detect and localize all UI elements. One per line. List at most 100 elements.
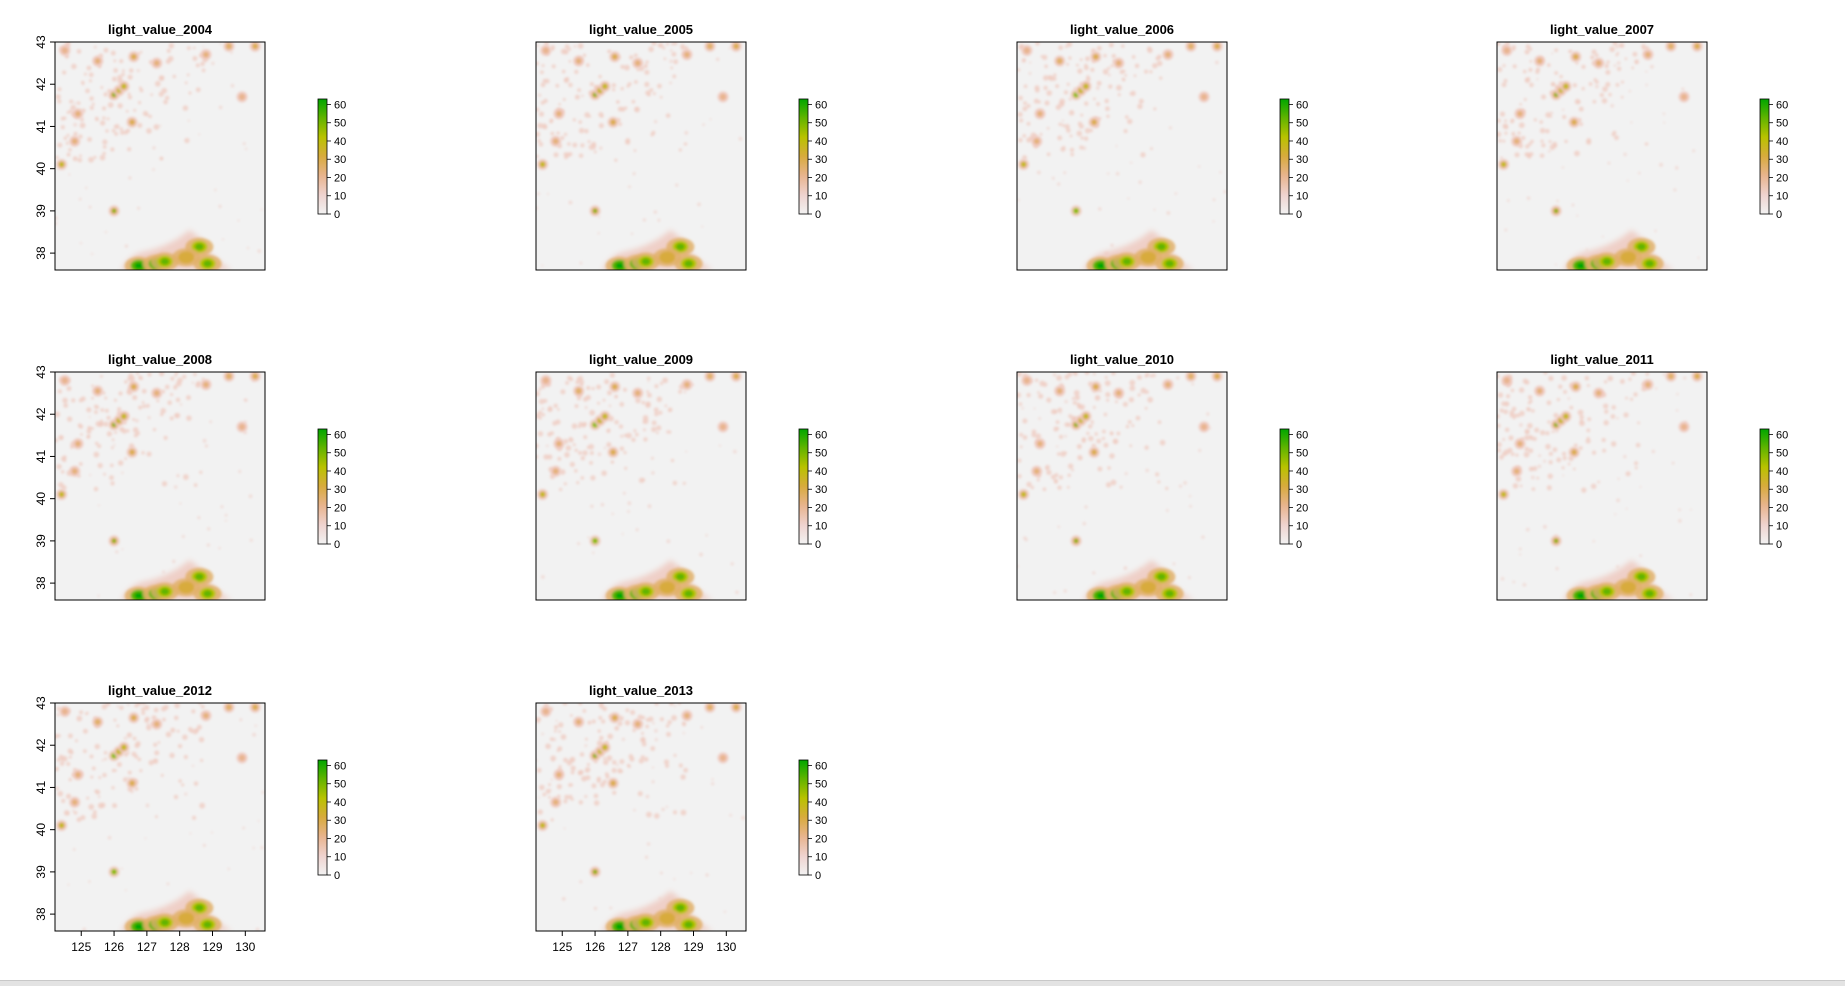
low-light-pixel — [85, 186, 88, 190]
low-light-pixel — [683, 767, 689, 773]
low-light-pixel — [1057, 182, 1061, 186]
legend-tick-label: 20 — [334, 502, 346, 514]
low-light-pixel — [1056, 452, 1061, 456]
low-light-pixel — [175, 397, 181, 403]
low-light-pixel — [1591, 49, 1597, 55]
low-light-pixel — [1106, 114, 1110, 118]
low-light-pixel — [137, 206, 141, 210]
low-light-pixel — [66, 386, 72, 392]
low-light-pixel — [1116, 431, 1121, 436]
city-peak — [1572, 450, 1576, 454]
low-light-pixel — [542, 792, 547, 797]
low-light-pixel — [118, 391, 123, 396]
low-light-pixel — [1144, 69, 1149, 74]
metro-peak — [1623, 583, 1633, 591]
metro-peak — [181, 583, 191, 591]
low-light-pixel — [670, 66, 674, 70]
low-light-pixel — [567, 142, 571, 146]
low-light-pixel — [631, 437, 636, 443]
low-light-pixel — [1527, 401, 1531, 405]
low-light-pixel — [659, 717, 664, 722]
low-light-pixel — [1579, 414, 1584, 420]
low-light-pixel — [718, 444, 722, 447]
low-light-pixel — [1514, 152, 1520, 158]
low-light-pixel — [73, 101, 77, 104]
low-light-pixel — [604, 379, 610, 385]
low-light-pixel — [1058, 122, 1062, 126]
low-light-pixel — [1094, 394, 1101, 401]
legend-tick-label: 50 — [334, 779, 346, 791]
low-light-pixel — [1518, 387, 1525, 393]
metro-peak — [160, 919, 170, 927]
legend-tick-label: 0 — [334, 539, 340, 551]
low-light-pixel — [204, 444, 209, 448]
low-light-pixel — [211, 831, 213, 834]
low-light-pixel — [1532, 436, 1537, 442]
low-light-pixel — [599, 735, 604, 741]
low-light-pixel — [1590, 483, 1597, 490]
low-light-pixel — [1662, 112, 1666, 116]
x-tick-label: 127 — [618, 940, 638, 954]
low-light-pixel — [164, 384, 170, 390]
legend-tick-label: 0 — [1296, 209, 1302, 221]
city-peak — [603, 414, 607, 418]
low-light-pixel — [624, 64, 630, 71]
low-light-pixel — [1066, 422, 1072, 427]
low-light-pixel — [653, 407, 659, 413]
metro-peak — [181, 914, 191, 922]
low-light-pixel — [191, 764, 195, 767]
low-light-pixel — [1581, 64, 1586, 70]
low-light-pixel — [158, 75, 165, 82]
low-light-pixel — [537, 431, 544, 437]
low-light-pixel — [1548, 451, 1553, 456]
low-light-pixel — [1576, 214, 1579, 217]
panel-light_value_2004: light_value_2004383940414243010203040506… — [34, 22, 346, 271]
low-light-pixel — [577, 542, 581, 546]
low-light-pixel — [1092, 571, 1096, 575]
city-peak — [1117, 391, 1121, 395]
low-light-pixel — [641, 731, 644, 735]
low-light-pixel — [683, 142, 688, 146]
low-light-pixel — [629, 756, 635, 762]
low-light-network — [1017, 372, 1211, 600]
low-light-pixel — [574, 69, 579, 74]
low-light-pixel — [1127, 197, 1130, 200]
city-peak — [1501, 492, 1506, 497]
low-light-pixel — [1064, 123, 1070, 130]
low-light-pixel — [1098, 207, 1102, 211]
low-light-pixel — [1212, 198, 1216, 202]
low-light-pixel — [1044, 100, 1050, 106]
city-peak — [1505, 48, 1509, 53]
legend-tick-label: 40 — [1776, 136, 1788, 148]
low-light-pixel — [1671, 461, 1675, 465]
low-light-pixel — [563, 757, 568, 763]
low-light-pixel — [1077, 404, 1082, 409]
low-light-pixel — [1084, 101, 1089, 106]
low-light-pixel — [139, 88, 144, 93]
low-light-pixel — [82, 927, 87, 931]
low-light-pixel — [115, 550, 119, 554]
metro-peak — [615, 923, 625, 931]
low-light-pixel — [1076, 444, 1082, 450]
legend-tick-label: 50 — [334, 118, 346, 130]
low-light-pixel — [599, 782, 606, 788]
low-light-pixel — [1573, 443, 1578, 448]
low-light-pixel — [65, 141, 69, 145]
low-light-pixel — [80, 433, 83, 436]
low-light-pixel — [111, 786, 115, 790]
low-light-pixel — [1554, 71, 1559, 75]
metro-peak — [1096, 262, 1106, 270]
low-light-pixel — [641, 741, 647, 747]
city-peak — [122, 84, 126, 88]
city-peak — [240, 95, 244, 99]
city-peak — [112, 870, 116, 874]
legend-tick-label: 20 — [1296, 502, 1308, 514]
low-light-pixel — [1528, 448, 1534, 454]
low-light-pixel — [127, 95, 133, 100]
low-light-pixel — [1113, 439, 1117, 443]
low-light-pixel — [563, 438, 569, 445]
y-tick-label: 43 — [34, 365, 48, 379]
low-light-pixel — [592, 143, 597, 148]
low-light-pixel — [60, 456, 67, 462]
low-light-pixel — [711, 778, 714, 781]
